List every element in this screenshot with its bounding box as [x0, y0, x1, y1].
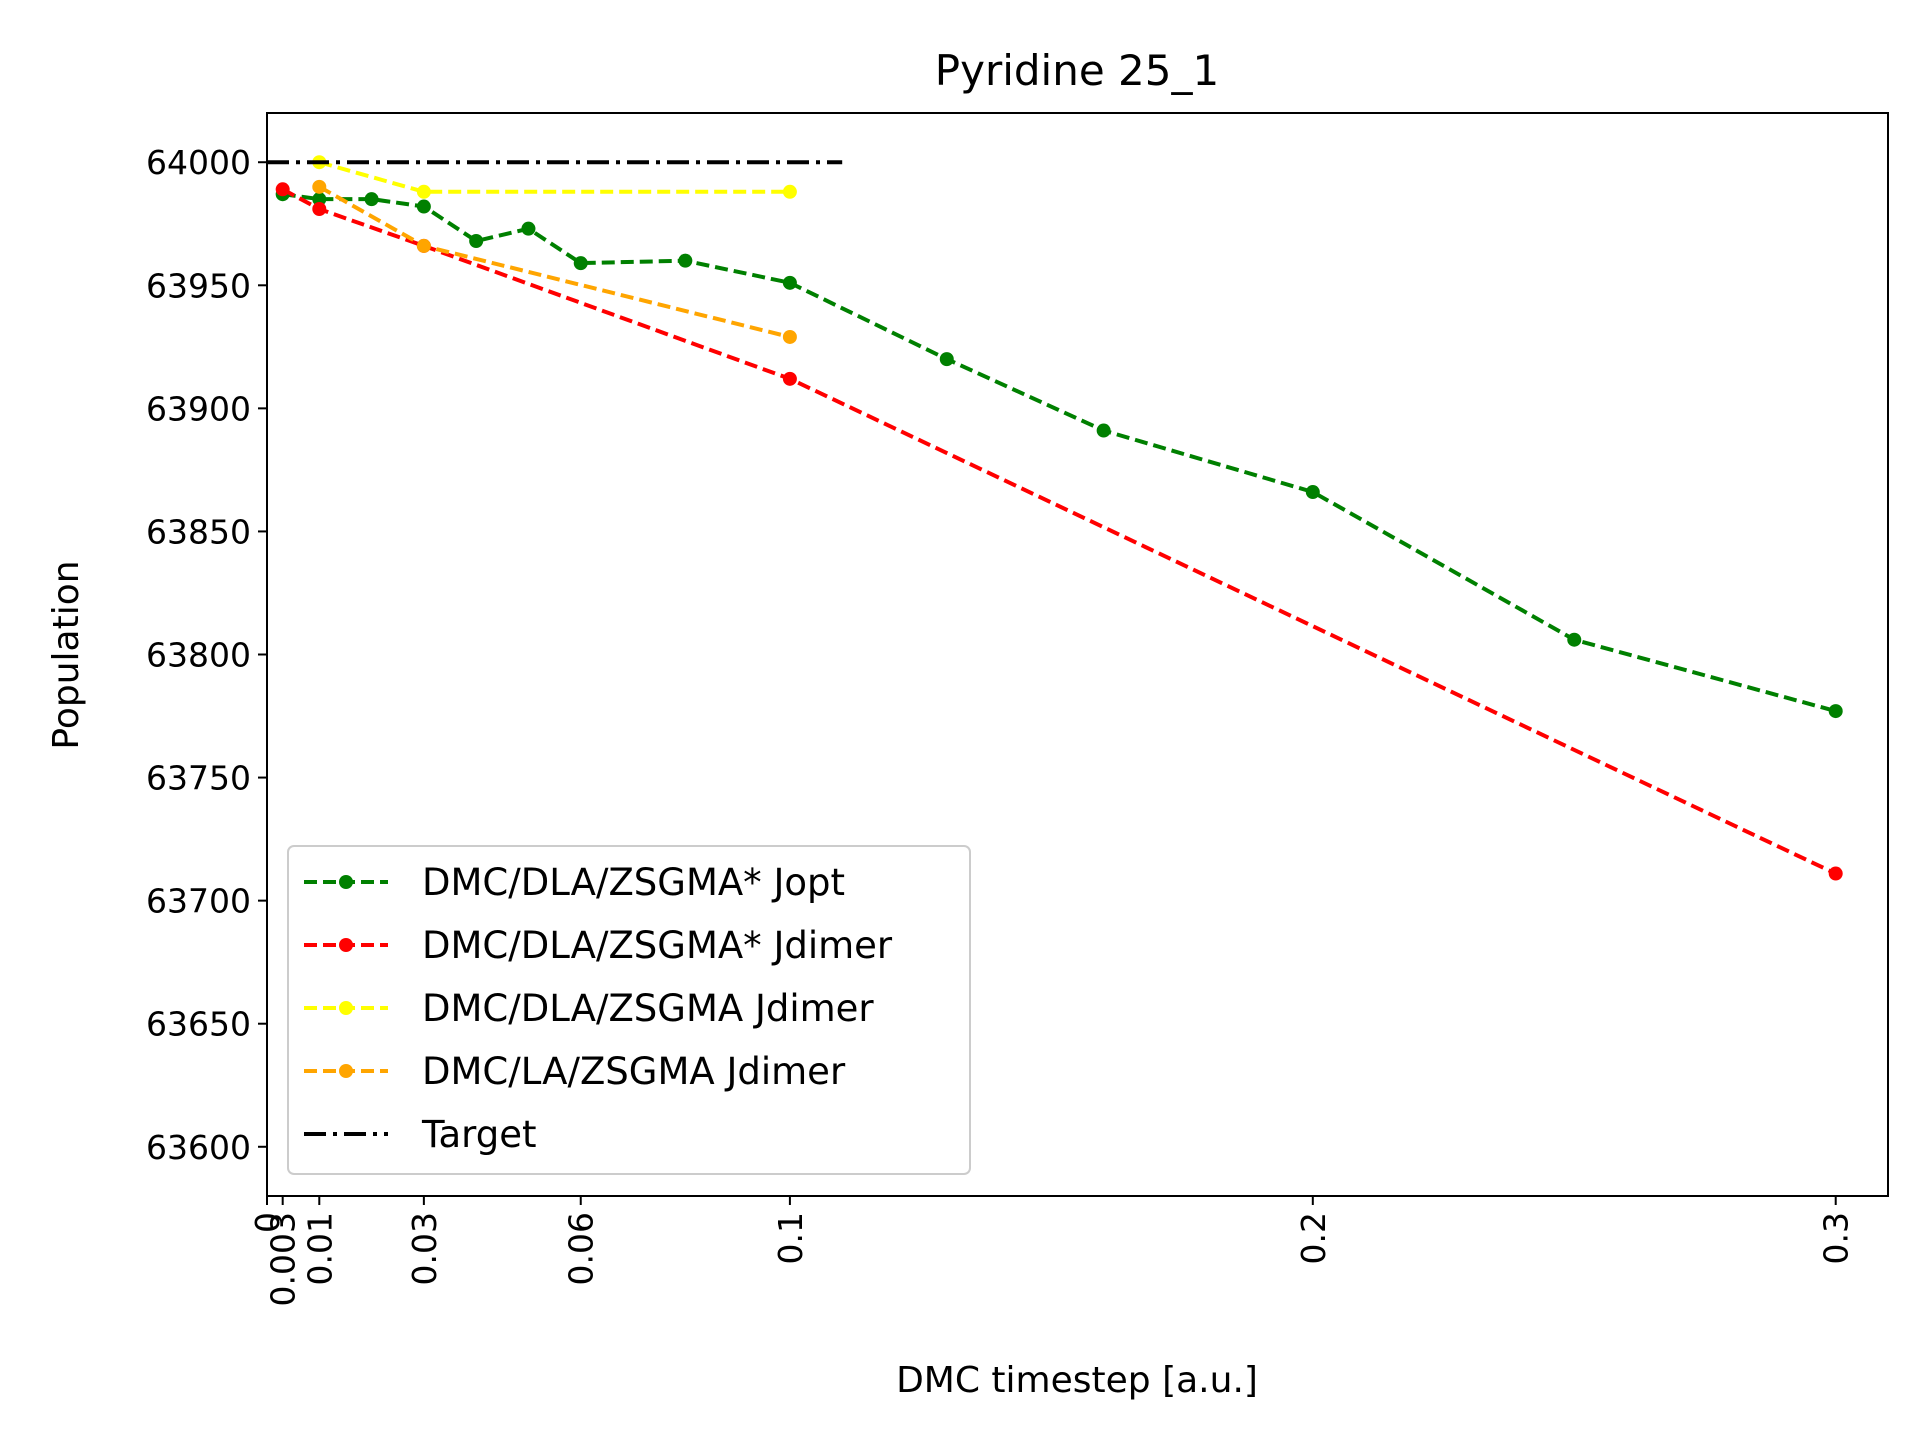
legend-box — [287, 845, 971, 1175]
data-point — [275, 182, 290, 197]
x-tick-label: 0.03 — [405, 1212, 444, 1285]
chart-title: Pyridine 25_1 — [935, 46, 1219, 95]
x-tick-label: 0.1 — [771, 1212, 810, 1264]
data-point — [312, 179, 327, 194]
series-line — [282, 192, 1837, 714]
legend-marker — [339, 875, 353, 889]
legend-label: DMC/DLA/ZSGMA* Jopt — [422, 861, 845, 904]
x-tick-label: 0.01 — [300, 1212, 339, 1285]
data-point — [782, 371, 797, 386]
data-point — [939, 352, 954, 367]
series-line — [318, 160, 790, 194]
series-dmc-la-zsgma-jdimer — [312, 179, 797, 344]
y-tick-label: 63600 — [146, 1128, 251, 1167]
x-tick-label: 0.3 — [1817, 1212, 1856, 1264]
legend-item: Target — [304, 1113, 536, 1156]
data-point — [1828, 704, 1843, 719]
legend-marker — [339, 1001, 353, 1015]
y-axis: 63600 63650 63700 63750 63800 63850 63900 63950… — [146, 143, 267, 1167]
data-point — [521, 221, 536, 236]
legend-label: DMC/DLA/ZSGMA Jdimer — [422, 987, 874, 1030]
legend-marker — [339, 938, 353, 952]
data-point — [312, 192, 327, 207]
y-tick-label: 63800 — [146, 636, 251, 675]
x-tick-label: 0.06 — [562, 1212, 601, 1285]
x-axis-label: DMC timestep [a.u.] — [896, 1360, 1258, 1401]
data-point — [364, 192, 379, 207]
legend-item: DMC/DLA/ZSGMA Jdimer — [304, 987, 874, 1030]
x-tick-label: 0.2 — [1294, 1212, 1333, 1264]
y-tick-label: 63850 — [146, 512, 251, 551]
x-tick-label: 0.003 — [264, 1212, 303, 1306]
legend-marker — [339, 1064, 353, 1078]
y-axis-label: Population — [46, 560, 87, 749]
data-point — [312, 201, 327, 216]
legend-label: DMC/DLA/ZSGMA* Jdimer — [422, 924, 893, 967]
legend-item: DMC/DLA/ZSGMA* Jdimer — [304, 924, 893, 967]
data-point — [782, 275, 797, 290]
legend-label: Target — [421, 1113, 536, 1156]
y-tick-label: 63700 — [146, 882, 251, 921]
data-point — [782, 184, 797, 199]
y-tick-label: 63900 — [146, 389, 251, 428]
legend: DMC/DLA/ZSGMA* Jopt DMC/DLA/ZSGMA* Jdimer… — [287, 845, 971, 1175]
y-tick-label: 63750 — [146, 759, 251, 798]
legend-label: DMC/LA/ZSGMA Jdimer — [422, 1050, 846, 1093]
y-tick-label: 63950 — [146, 266, 251, 305]
series-layer — [267, 155, 1843, 881]
y-tick-label: 63650 — [146, 1005, 251, 1044]
data-point — [416, 184, 431, 199]
data-point — [678, 253, 693, 268]
data-point — [416, 238, 431, 253]
data-point — [469, 233, 484, 248]
y-tick-label: 64000 — [146, 143, 251, 182]
legend-item: DMC/LA/ZSGMA Jdimer — [304, 1050, 846, 1093]
data-point — [782, 329, 797, 344]
data-point — [1305, 485, 1320, 500]
data-point — [1096, 423, 1111, 438]
data-point — [1567, 632, 1582, 647]
legend-item: DMC/DLA/ZSGMA* Jopt — [304, 861, 845, 904]
data-point — [416, 199, 431, 214]
x-tick-label: 0 — [248, 1212, 287, 1233]
data-point — [1828, 866, 1843, 881]
data-point — [573, 256, 588, 271]
